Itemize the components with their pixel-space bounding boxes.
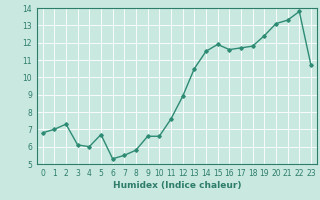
X-axis label: Humidex (Indice chaleur): Humidex (Indice chaleur)	[113, 181, 241, 190]
